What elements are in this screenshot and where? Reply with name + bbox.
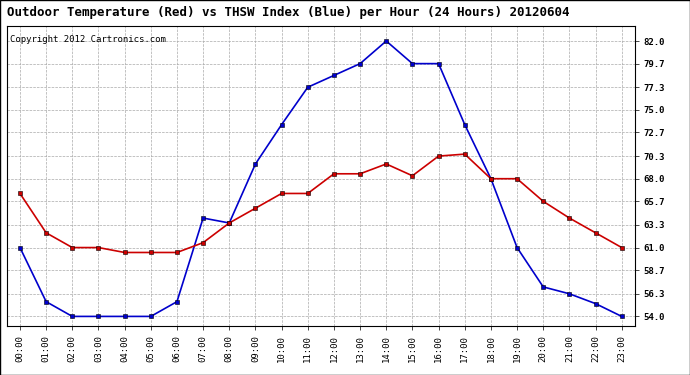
Text: Copyright 2012 Cartronics.com: Copyright 2012 Cartronics.com bbox=[10, 35, 166, 44]
Text: Outdoor Temperature (Red) vs THSW Index (Blue) per Hour (24 Hours) 20120604: Outdoor Temperature (Red) vs THSW Index … bbox=[7, 6, 569, 19]
